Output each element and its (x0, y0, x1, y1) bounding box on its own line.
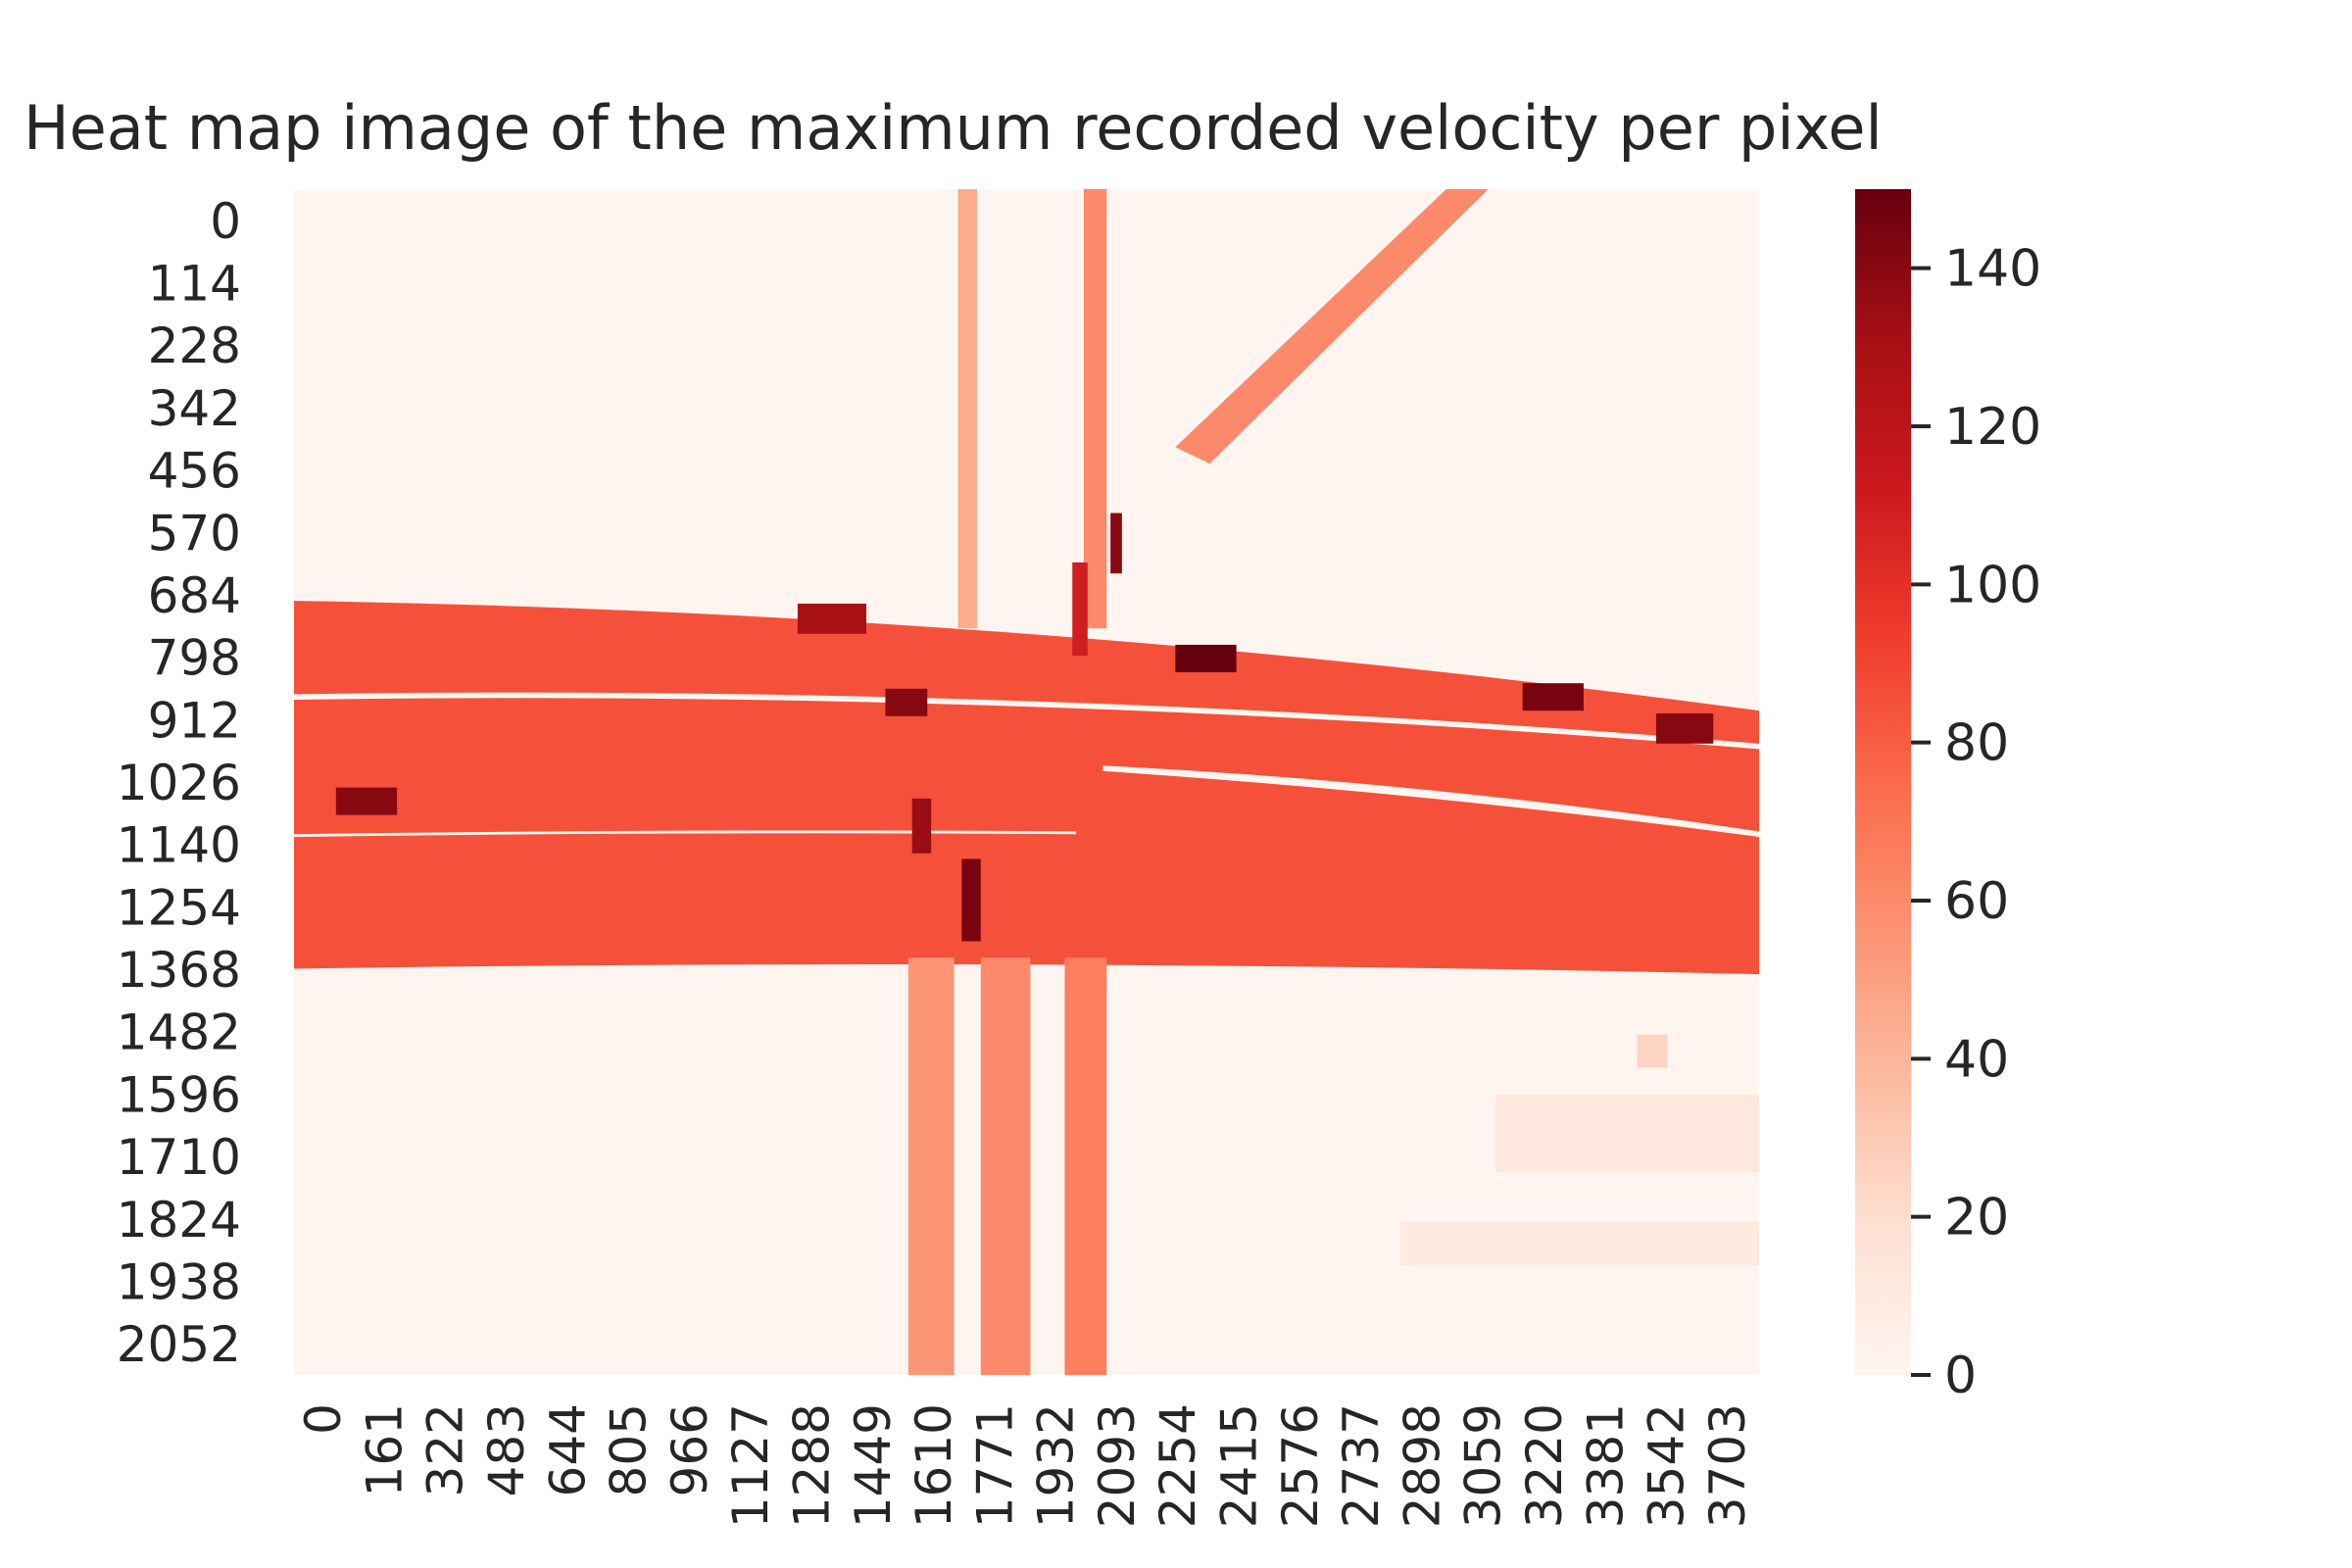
colorbar-tick-label: 140 (1944, 240, 2041, 299)
colorbar-tick-label: 120 (1944, 398, 2041, 457)
y-tick-label: 570 (148, 505, 241, 562)
x-tick-label: 2576 (1272, 1403, 1329, 1528)
heatmap-region (885, 688, 928, 716)
y-tick-label: 114 (148, 256, 241, 313)
y-tick-label: 1710 (117, 1129, 241, 1186)
x-tick-label: 322 (417, 1403, 474, 1496)
x-tick-label: 2898 (1394, 1403, 1450, 1528)
x-tick-label: 3220 (1516, 1403, 1573, 1528)
y-tick-label: 1254 (117, 879, 241, 936)
x-tick-label: 3059 (1455, 1403, 1512, 1528)
y-tick-label: 456 (148, 443, 241, 500)
y-tick-label: 342 (148, 380, 241, 437)
x-tick-label: 161 (356, 1403, 413, 1496)
heatmap-region (1064, 957, 1107, 1375)
x-tick-label: 2093 (1089, 1403, 1146, 1528)
heatmap-regions (294, 189, 1759, 1375)
y-tick-label: 1482 (117, 1004, 241, 1061)
heatmap-region (1655, 712, 1714, 744)
heatmap-region (980, 957, 1031, 1375)
colorbar-tick-label: 100 (1944, 556, 2041, 614)
y-tick-label: 2052 (117, 1316, 241, 1373)
y-tick-label: 1596 (117, 1066, 241, 1123)
colorbar-tick-label: 20 (1944, 1189, 2009, 1248)
colorbar-tick-label: 80 (1944, 714, 2009, 773)
y-tick-label: 1140 (117, 817, 241, 874)
y-tick-label: 1938 (117, 1253, 241, 1310)
x-tick-label: 644 (539, 1403, 596, 1496)
y-tick-label: 0 (210, 193, 241, 250)
colorbar (1855, 189, 1911, 1375)
colorbar-tick-label: 40 (1944, 1030, 2009, 1089)
x-tick-label: 1610 (906, 1403, 962, 1528)
x-tick-label: 2415 (1211, 1403, 1268, 1528)
heatmap-region (1175, 644, 1237, 672)
y-tick-label: 228 (148, 318, 241, 374)
x-axis-ticks: 0 161 322 483 644 805 966 1127 1288 1449 1610 1771 1… (295, 1403, 1756, 1528)
x-tick-label: 3542 (1639, 1403, 1695, 1528)
x-tick-label: 0 (295, 1403, 352, 1435)
chart-title: Heat map image of the maximum recorded v… (24, 92, 1883, 164)
x-tick-label: 483 (478, 1403, 535, 1496)
heatmap-region (1522, 683, 1584, 711)
heatmap-region (911, 798, 932, 854)
x-tick-label: 966 (662, 1403, 718, 1496)
heatmap-region (335, 787, 398, 815)
y-tick-label: 912 (148, 692, 241, 749)
colorbar-tick-label: 60 (1944, 872, 2009, 931)
x-tick-label: 1449 (845, 1403, 902, 1528)
x-tick-label: 2737 (1333, 1403, 1390, 1528)
x-tick-label: 3381 (1577, 1403, 1634, 1528)
heatmap-region (1637, 1034, 1668, 1068)
heatmap-region (1110, 513, 1122, 574)
heatmap-region (1400, 1221, 1759, 1265)
heatmap-region (907, 957, 955, 1375)
x-tick-label: 1288 (783, 1403, 840, 1528)
heatmap-region (957, 189, 977, 629)
heatmap-region (961, 858, 981, 942)
colorbar-ticks: 0 20 40 60 80 100 120 140 (1911, 240, 2041, 1405)
y-tick-label: 1824 (117, 1192, 241, 1249)
heatmap-region (1083, 189, 1107, 629)
x-tick-label: 805 (601, 1403, 658, 1496)
x-tick-label: 1932 (1028, 1403, 1085, 1528)
heatmap-region (1495, 1095, 1759, 1172)
x-tick-label: 2254 (1150, 1403, 1206, 1528)
heatmap-region (1175, 189, 1489, 465)
x-tick-label: 1127 (722, 1403, 779, 1528)
y-tick-label: 1026 (117, 755, 241, 811)
y-tick-label: 684 (148, 567, 241, 624)
heatmap-region (1102, 765, 1759, 838)
colorbar-tick-label: 0 (1944, 1347, 1977, 1405)
x-tick-label: 3703 (1699, 1403, 1756, 1528)
x-tick-label: 1771 (966, 1403, 1023, 1528)
heatmap-region (294, 692, 1759, 750)
heatmap-region (797, 603, 866, 634)
y-tick-label: 798 (148, 630, 241, 687)
y-tick-label: 1368 (117, 942, 241, 999)
heatmap-region (1072, 562, 1088, 657)
heatmap-region (294, 830, 1077, 838)
